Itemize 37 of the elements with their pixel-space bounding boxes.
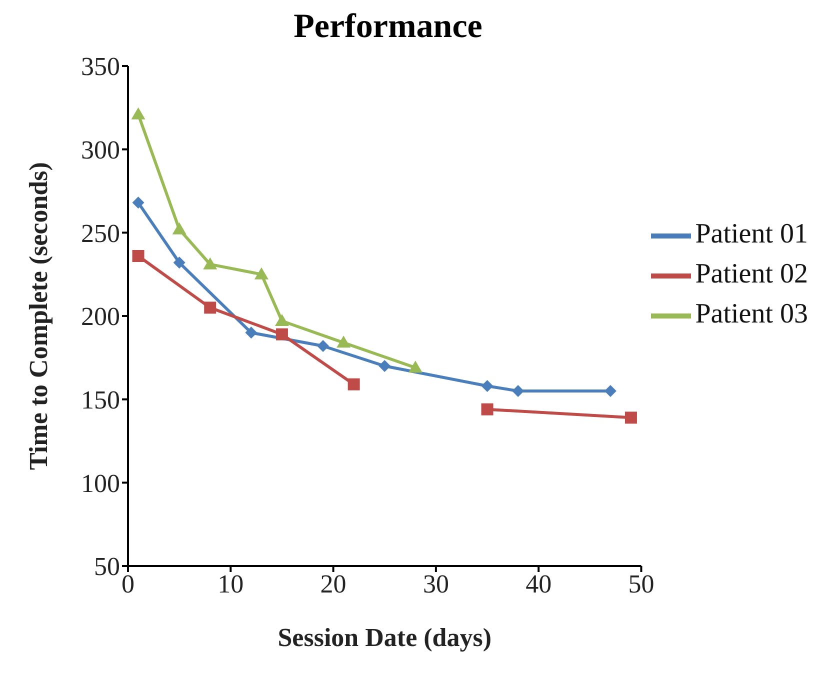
x-tick-label: 20: [320, 569, 346, 598]
point: [317, 340, 330, 352]
x-tick-label: 0: [122, 569, 134, 598]
point: [245, 326, 258, 339]
legend-label: Patient 02: [695, 258, 808, 290]
point: [276, 328, 288, 340]
x-tick-label: 40: [526, 569, 552, 598]
chart-title: Performance: [292, 8, 484, 46]
point: [173, 256, 186, 269]
point: [132, 250, 144, 262]
point: [348, 378, 360, 390]
point: [204, 302, 216, 314]
y-tick-label: 150: [81, 386, 120, 415]
point: [336, 336, 351, 348]
y-tick-label: 300: [81, 136, 120, 165]
y-tick-label: 100: [81, 468, 120, 498]
y-tick-label: 250: [81, 218, 120, 248]
y-axis-title: Time to Complete (seconds): [24, 162, 54, 470]
y-tick-label: 350: [81, 52, 120, 82]
point: [274, 314, 289, 326]
point: [131, 107, 146, 120]
point: [481, 380, 494, 392]
legend-label: Patient 03: [695, 298, 808, 330]
point: [624, 412, 637, 424]
point: [481, 403, 494, 416]
y-tick-label: 200: [81, 302, 120, 332]
point: [254, 267, 268, 280]
x-tick-label: 50: [628, 569, 654, 598]
point: [408, 360, 422, 373]
x-axis-title: Session Date (days): [278, 623, 492, 652]
point: [172, 222, 186, 234]
point: [378, 360, 391, 372]
legend-label: Patient 01: [695, 218, 808, 250]
x-tick-label: 10: [218, 569, 244, 598]
point: [203, 257, 218, 270]
x-tick-label: 30: [422, 569, 449, 598]
point: [132, 196, 144, 209]
